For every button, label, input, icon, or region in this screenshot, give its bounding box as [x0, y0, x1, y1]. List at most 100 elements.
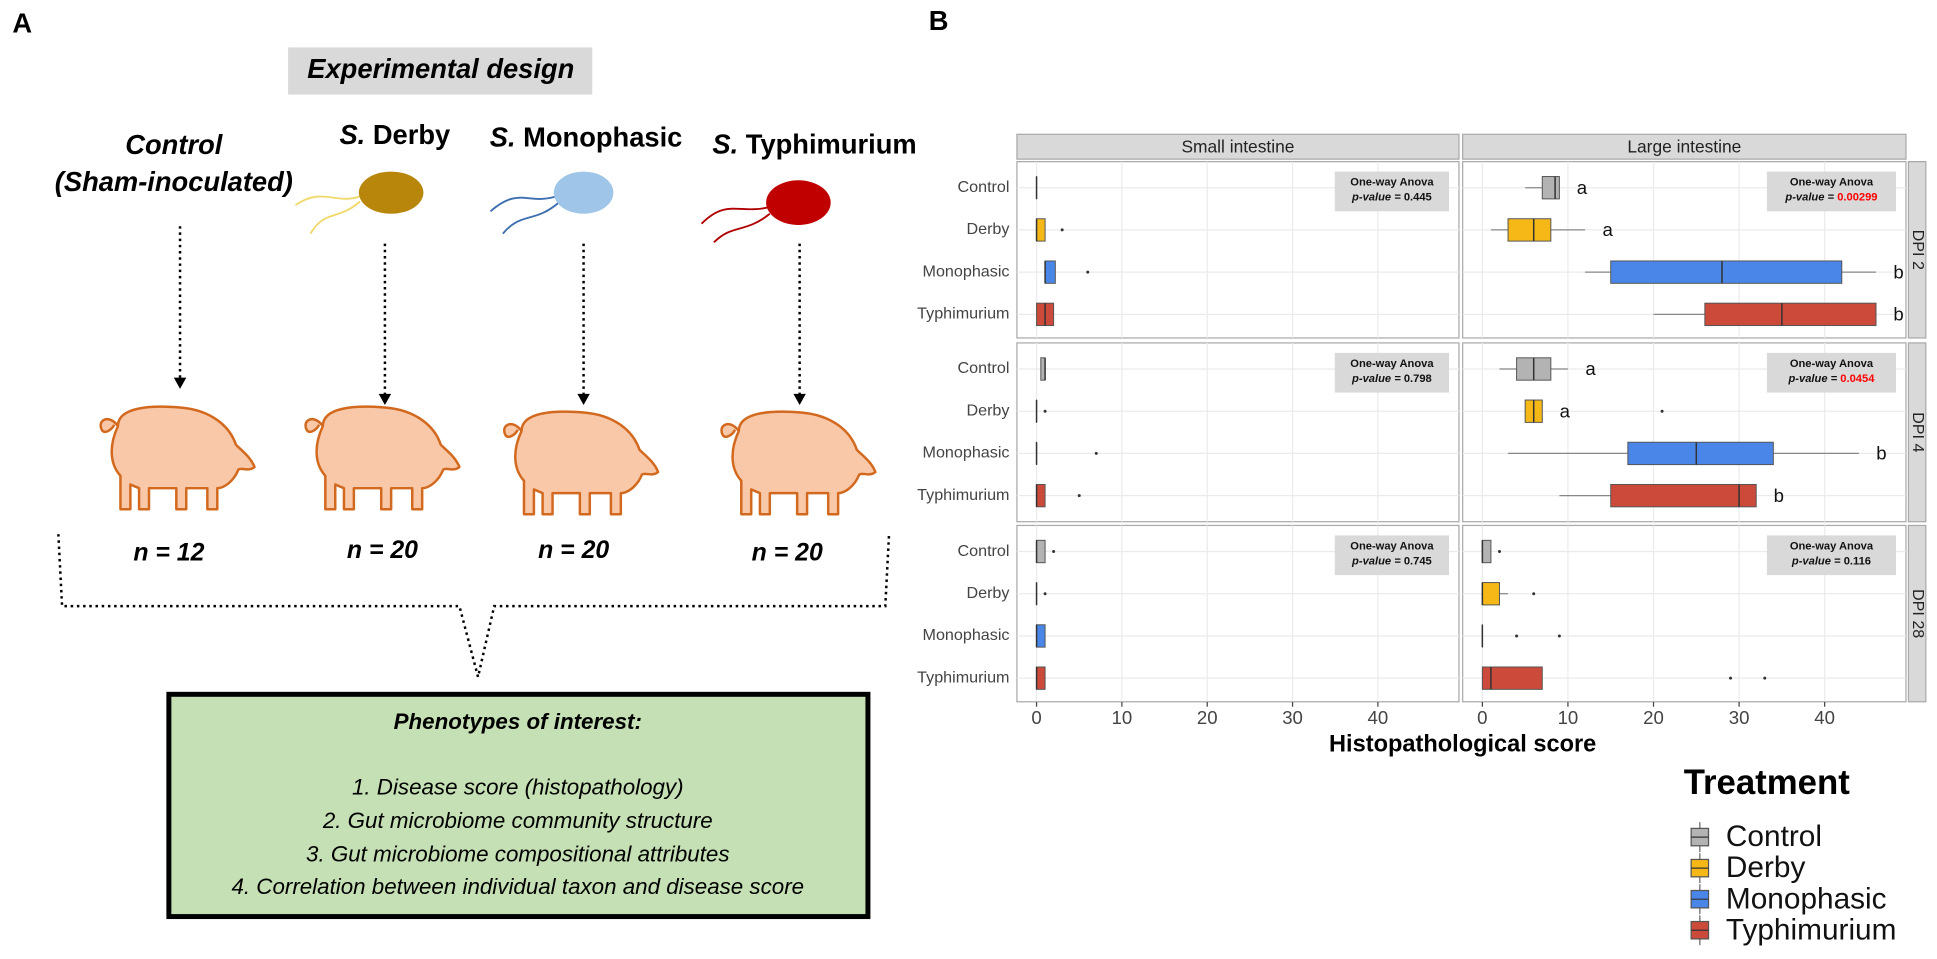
p-value: 0.745 [1404, 555, 1432, 567]
sample-size: n = 20 [538, 537, 609, 564]
group-label: S. Typhimurium [712, 129, 916, 160]
test-label: One-way Anova [1350, 541, 1434, 553]
phenotype-box [166, 691, 871, 920]
box [1704, 302, 1877, 327]
box [1481, 539, 1492, 564]
panel-label: A [12, 7, 32, 38]
p-label: p-value = [1351, 373, 1401, 385]
outlier [1763, 676, 1767, 680]
group-subtitle: (Sham-inoculated) [55, 166, 293, 197]
test-label: One-way Anova [1350, 358, 1434, 370]
x-tick-label: 30 [1282, 707, 1303, 728]
column-label: Small intestine [1181, 137, 1294, 157]
group-name: Control [125, 129, 223, 160]
bacterium [700, 180, 831, 244]
column-label: Large intestine [1627, 137, 1741, 157]
box [1610, 483, 1757, 508]
p-label: p-value = [1787, 373, 1837, 385]
y-tick-label: Typhimurium [917, 668, 1009, 686]
test-label: One-way Anova [1790, 358, 1874, 370]
significance-letter: b [1893, 304, 1903, 325]
group-name: Derby [373, 119, 451, 150]
significance-letter: a [1560, 400, 1571, 421]
test-label: One-way Anova [1790, 177, 1874, 189]
legend-label: Typhimurium [1726, 913, 1897, 946]
group-name: Monophasic [523, 122, 682, 153]
p-label: p-value = [1791, 555, 1841, 567]
y-tick-label: Monophasic [923, 444, 1010, 462]
significance-letter: b [1876, 443, 1886, 464]
box [1541, 176, 1560, 200]
outlier [1077, 494, 1081, 498]
row-label: DPI 28 [1909, 589, 1927, 638]
arrow [178, 226, 801, 396]
bacterium [489, 171, 614, 235]
pig [720, 410, 877, 516]
outlier [1043, 592, 1047, 596]
p-value-line: p-value = 0.798 [1351, 373, 1432, 385]
y-tick-label: Derby [966, 401, 1010, 419]
box-title: Phenotypes of interest: [394, 709, 642, 734]
anova-box [1766, 535, 1897, 576]
x-tick-label: 20 [1643, 707, 1664, 728]
significance-letter: b [1893, 261, 1903, 282]
outlier [1557, 634, 1561, 638]
outlier [1660, 409, 1664, 413]
genus: S. [712, 129, 738, 160]
y-tick-label: Control [957, 178, 1009, 196]
box [1507, 218, 1552, 242]
p-value-line: p-value = 0.0454 [1787, 373, 1875, 385]
pig [99, 405, 256, 511]
group-label: S. Derby [339, 119, 451, 150]
x-tick-label: 40 [1814, 707, 1835, 728]
p-value-line: p-value = 0.445 [1351, 192, 1432, 204]
box [1627, 441, 1774, 466]
significance-letter: a [1602, 219, 1613, 240]
y-tick-label: Monophasic [923, 262, 1010, 280]
p-value-line: p-value = 0.00299 [1784, 192, 1877, 204]
group-label: S. Monophasic [490, 122, 683, 153]
strip [1907, 342, 1927, 523]
sample-size: n = 20 [347, 537, 418, 564]
outlier [1497, 550, 1501, 554]
box [1610, 260, 1843, 284]
y-tick-label: Derby [966, 584, 1010, 602]
panel-label: B [929, 5, 949, 36]
x-axis-label: Histopathological score [1329, 730, 1596, 756]
anova-box [1334, 535, 1450, 576]
outlier [1515, 634, 1519, 638]
strip [1907, 161, 1927, 339]
p-label: p-value = [1351, 555, 1401, 567]
box [1036, 483, 1046, 508]
y-tick-label: Control [957, 542, 1009, 560]
brace [57, 534, 891, 678]
significance-letter: a [1577, 177, 1588, 198]
x-tick-label: 10 [1558, 707, 1579, 728]
title-box [288, 47, 593, 95]
bacterium [294, 171, 424, 235]
strip [1016, 133, 1460, 160]
outlier [1060, 228, 1064, 232]
sample-size: n = 20 [752, 540, 823, 567]
anova-box [1766, 171, 1897, 212]
pig [502, 410, 660, 516]
x-tick-label: 0 [1031, 707, 1041, 728]
box [1036, 218, 1046, 242]
design-title: Experimental design [307, 53, 574, 84]
y-tick-label: Control [957, 359, 1009, 377]
significance-letter: b [1774, 485, 1784, 506]
anova-box [1334, 352, 1450, 393]
p-value: 0.00299 [1837, 192, 1877, 204]
box [1044, 260, 1056, 284]
p-value: 0.116 [1844, 555, 1871, 567]
row-label: DPI 2 [1909, 230, 1927, 270]
p-value-line: p-value = 0.116 [1791, 555, 1871, 567]
sample-size: n = 12 [133, 540, 204, 567]
x-tick-label: 30 [1729, 707, 1750, 728]
row-label: DPI 4 [1909, 412, 1927, 452]
box-item: 1. Disease score (histopathology) [352, 775, 684, 800]
box [1036, 624, 1046, 648]
test-label: One-way Anova [1790, 541, 1874, 553]
y-tick-label: Derby [966, 220, 1010, 238]
